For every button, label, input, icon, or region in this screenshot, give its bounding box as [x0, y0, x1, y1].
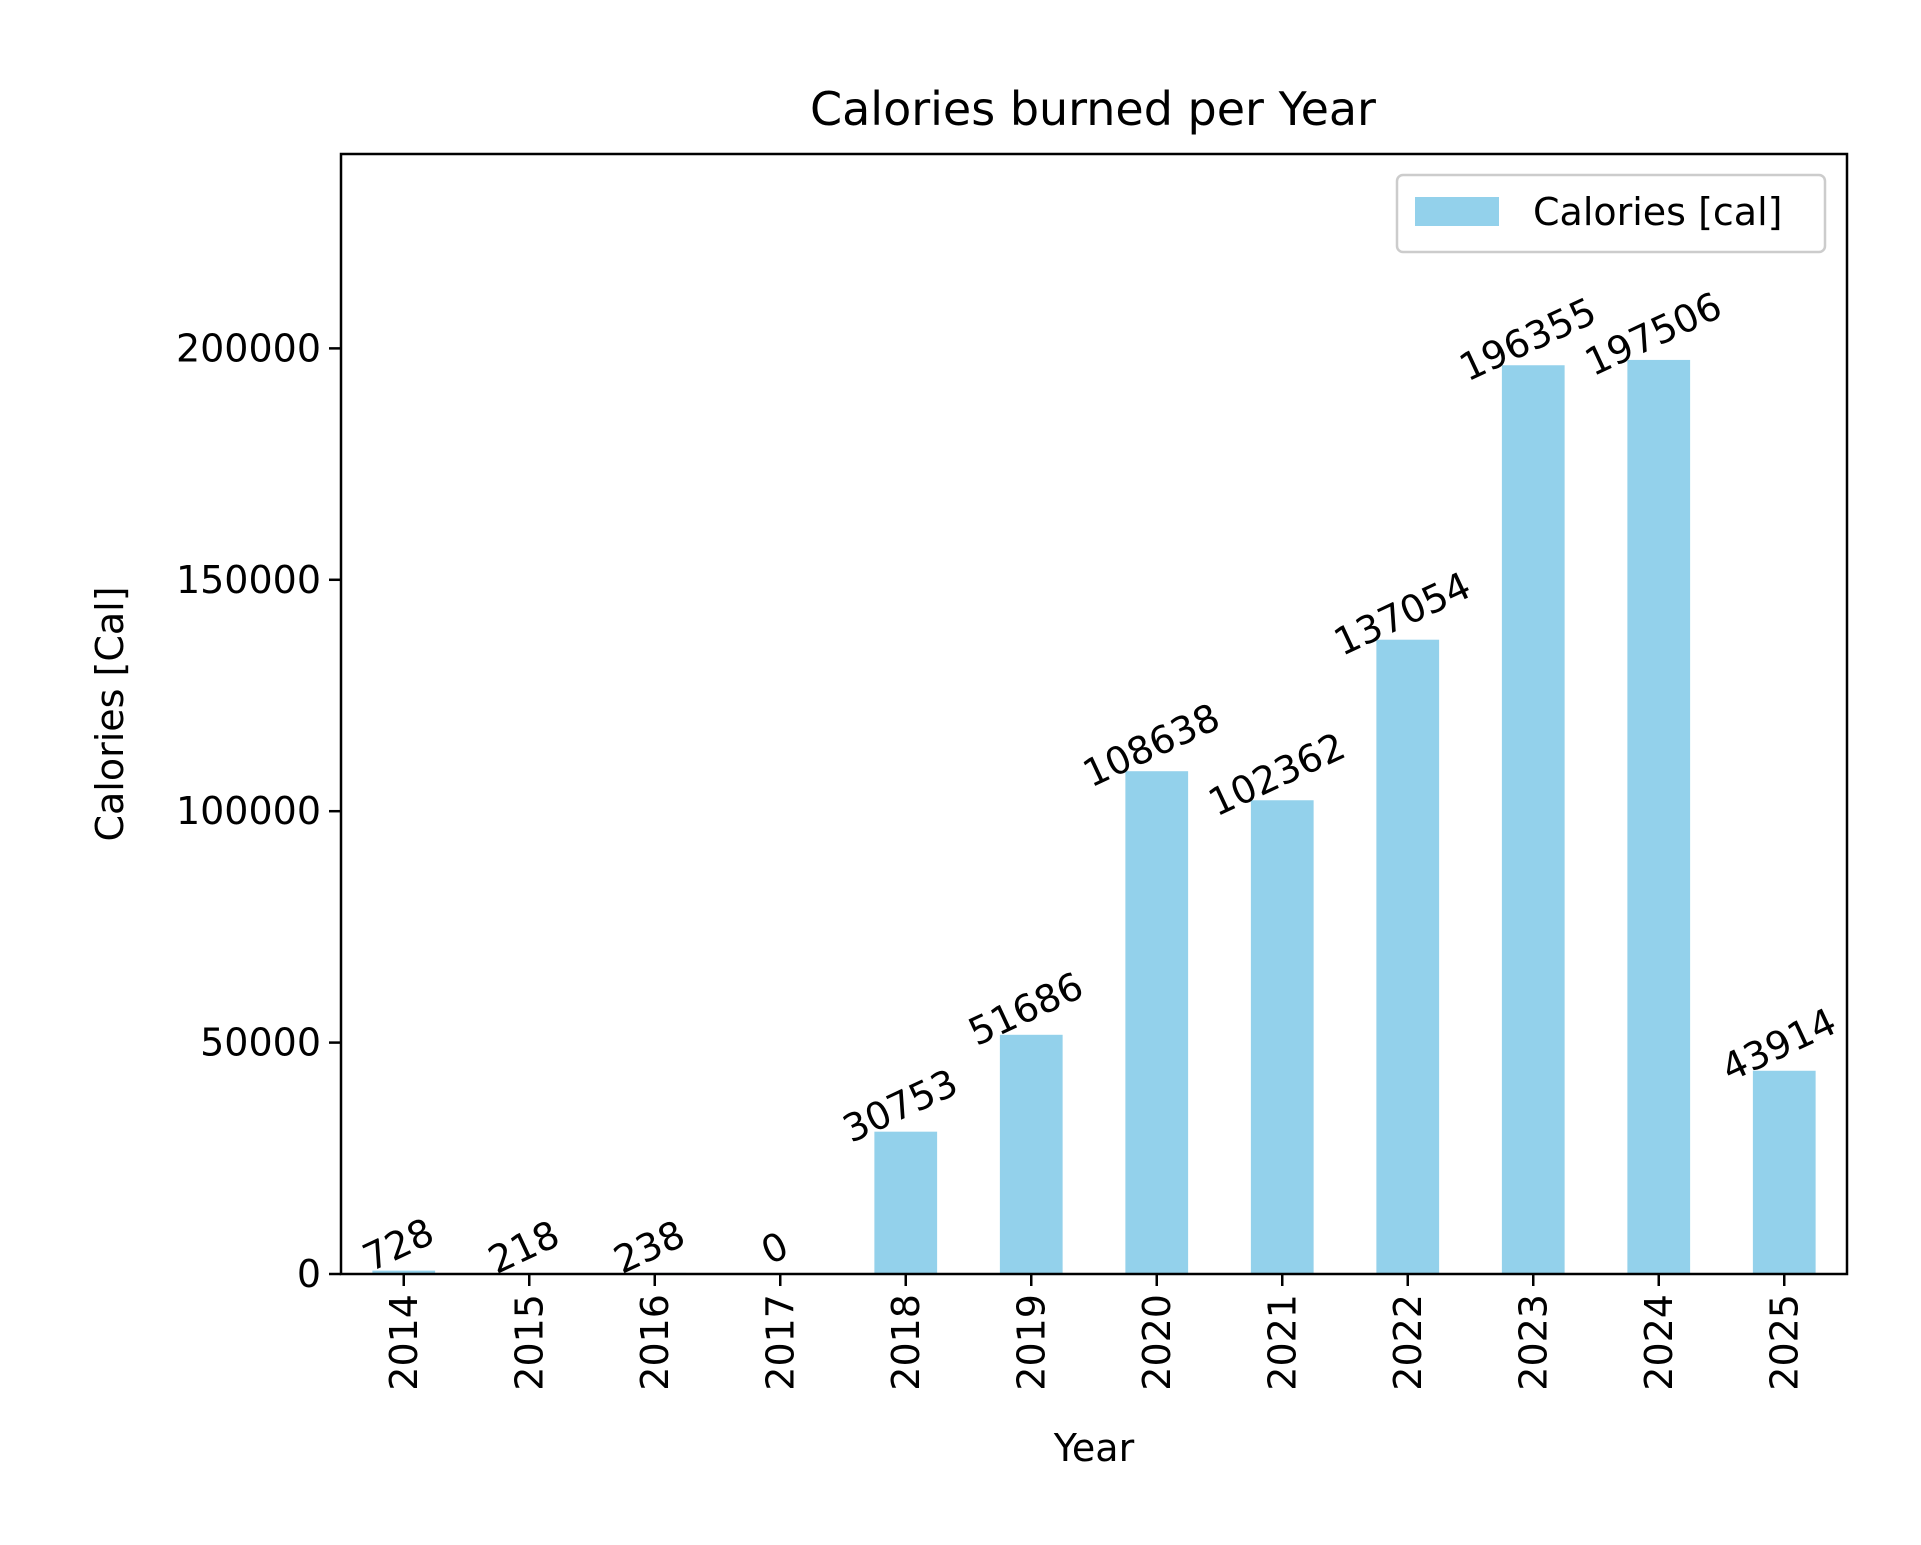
legend-swatch	[1415, 197, 1499, 226]
legend: Calories [cal]	[1395, 173, 1827, 254]
x-tick-label-2016: 2016	[633, 1294, 677, 1391]
legend-label: Calories [cal]	[1533, 190, 1782, 234]
x-tick-label-2020: 2020	[1135, 1294, 1179, 1391]
y-tick-label-0: 0	[297, 1252, 321, 1296]
x-tick-label-2025: 2025	[1762, 1294, 1806, 1391]
bar-2018	[874, 1131, 938, 1274]
x-tick-label-2017: 2017	[758, 1294, 802, 1391]
bar-2020	[1125, 771, 1189, 1274]
y-tick-label-100000: 100000	[176, 789, 321, 833]
x-tick-label-2019: 2019	[1009, 1294, 1053, 1391]
y-tick-label-50000: 50000	[200, 1021, 321, 1065]
legend-box	[1395, 173, 1827, 254]
chart-title: Calories burned per Year	[810, 82, 1376, 136]
plot-area: 728 218 238 0307535168610863810236213705419…	[356, 284, 1843, 1283]
x-tick-label-2022: 2022	[1386, 1294, 1430, 1391]
y-axis-label: Calories [Cal]	[88, 586, 132, 841]
y-tick-label-200000: 200000	[176, 326, 321, 370]
bar-2023	[1501, 365, 1565, 1274]
bar-2019	[999, 1034, 1063, 1274]
bar-2024	[1627, 359, 1691, 1275]
bar-2021	[1250, 800, 1314, 1274]
x-tick-label-2023: 2023	[1511, 1294, 1555, 1391]
x-tick-label-2021: 2021	[1260, 1294, 1304, 1391]
bar-2025	[1752, 1070, 1816, 1274]
bar-2014	[372, 1270, 436, 1274]
bar-2022	[1376, 639, 1440, 1274]
x-axis: 2014 2015 2016 2017 2018 2019 2020 2021 2022 2023…	[382, 1274, 1806, 1391]
x-tick-label-2018: 2018	[884, 1294, 928, 1391]
x-tick-label-2024: 2024	[1637, 1294, 1681, 1391]
x-tick-label-2014: 2014	[382, 1294, 426, 1391]
y-tick-label-150000: 150000	[176, 558, 321, 602]
x-axis-label: Year	[1053, 1426, 1135, 1470]
plot-frame	[339, 152, 1849, 1276]
y-axis: 0 50000 100000 150000 200000	[176, 326, 341, 1296]
x-tick-label-2015: 2015	[507, 1294, 551, 1391]
